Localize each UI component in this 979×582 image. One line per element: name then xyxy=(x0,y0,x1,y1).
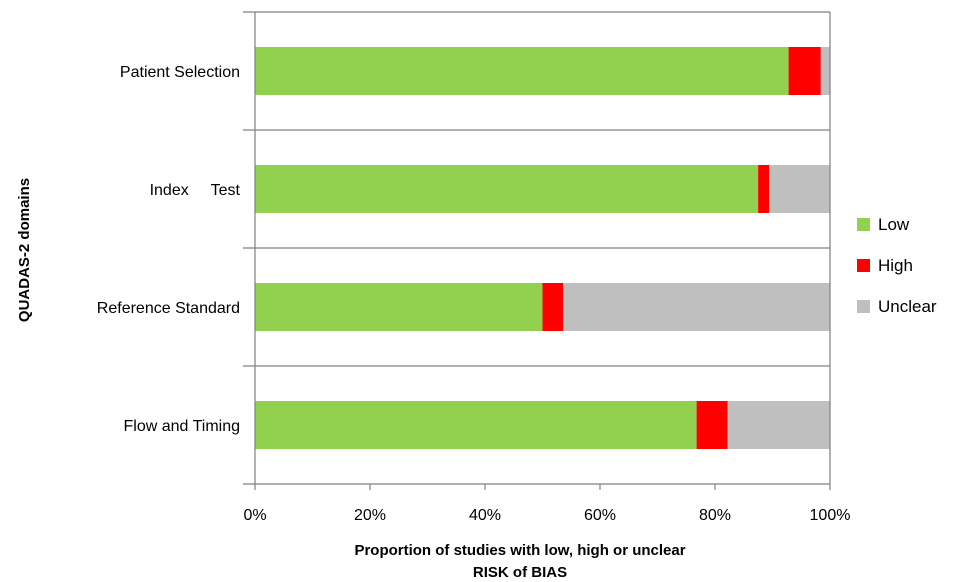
y-axis-title: QUADAS-2 domains xyxy=(16,178,33,322)
category-label-reference-standard: Reference Standard xyxy=(97,300,240,317)
legend-label-unclear: Unclear xyxy=(878,297,937,316)
category-label-patient-selection: Patient Selection xyxy=(120,64,240,81)
bar-patient-selection-unclear xyxy=(820,47,830,95)
bar-index-test-unclear xyxy=(769,165,830,213)
bar-index-test-high xyxy=(758,165,770,213)
legend-swatch-low xyxy=(857,218,870,231)
bar-reference-standard-low xyxy=(255,283,543,331)
x-axis-title-line1: Proportion of studies with low, high or … xyxy=(354,542,685,559)
legend-label-low: Low xyxy=(878,215,910,234)
bar-index-test-low xyxy=(255,165,759,213)
category-label-flow-and-timing: Flow and Timing xyxy=(124,418,241,435)
x-tick-labels: 0% 20% 40% 60% 80% 100% xyxy=(243,507,850,524)
bar-patient-selection-low xyxy=(255,47,789,95)
bar-reference-standard-high xyxy=(542,283,564,331)
category-labels: Patient Selection Index Test Reference Sta… xyxy=(97,64,241,435)
x-tick-label: 40% xyxy=(469,507,501,524)
x-tick-label: 100% xyxy=(810,507,851,524)
category-label-index-test: Index Test xyxy=(150,182,241,199)
legend-swatch-unclear xyxy=(857,300,870,313)
x-tick-label: 0% xyxy=(243,507,266,524)
bar-reference-standard-unclear xyxy=(563,283,830,331)
legend: Low High Unclear xyxy=(857,215,937,316)
x-tick-label: 60% xyxy=(584,507,616,524)
bar-flow-and-timing-low xyxy=(255,401,697,449)
bar-flow-and-timing-high xyxy=(696,401,728,449)
x-tick-label: 80% xyxy=(699,507,731,524)
legend-label-high: High xyxy=(878,256,913,275)
axes-group xyxy=(243,11,831,490)
bar-flow-and-timing-unclear xyxy=(727,401,830,449)
bars-group xyxy=(255,47,830,449)
x-axis-title-line2: RISK of BIAS xyxy=(473,564,567,581)
x-tick-label: 20% xyxy=(354,507,386,524)
bar-patient-selection-high xyxy=(788,47,821,95)
legend-swatch-high xyxy=(857,259,870,272)
